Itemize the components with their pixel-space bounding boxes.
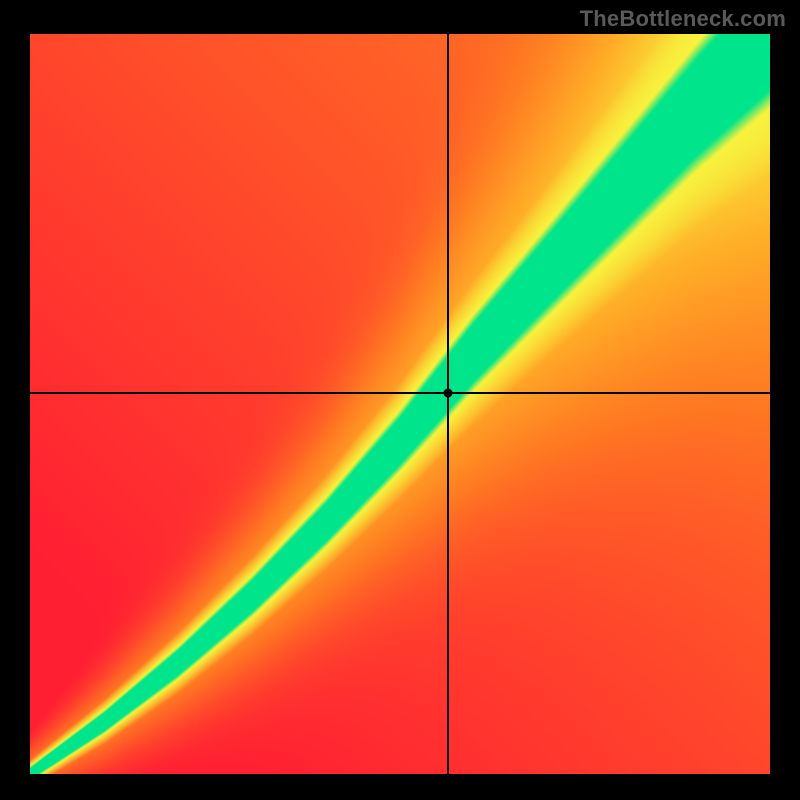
heatmap-plot [30,34,770,774]
crosshair-vertical [447,34,449,774]
crosshair-horizontal [30,392,770,394]
chart-container: TheBottleneck.com [0,0,800,800]
watermark-text: TheBottleneck.com [580,6,786,32]
heatmap-canvas [30,34,770,774]
crosshair-marker [444,388,453,397]
